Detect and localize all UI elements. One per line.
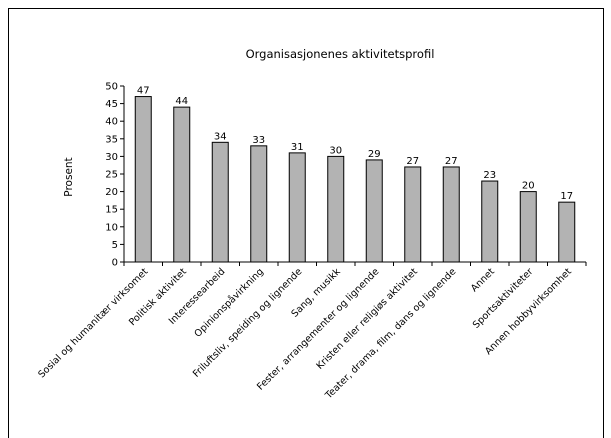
bar <box>288 152 306 263</box>
category-label: Annet <box>469 266 497 294</box>
axes: 0 5 10 15 20 25 30 35 40 45 50 <box>105 82 587 269</box>
data-label: 27 <box>445 156 458 167</box>
data-label: 47 <box>137 86 150 97</box>
y-tick-label: 25 <box>105 170 118 181</box>
y-tick-label: 35 <box>105 134 118 145</box>
y-tick-label: 50 <box>105 82 118 93</box>
y-tick-label: 30 <box>105 152 118 163</box>
data-label: 17 <box>560 191 573 202</box>
bar-chart: Organisasjonenes aktivitetsprofil Prosen… <box>36 47 587 402</box>
bar <box>134 96 152 263</box>
data-labels: 47 44 34 33 31 30 29 27 27 23 20 17 <box>137 86 573 203</box>
category-label: Opinionspåvirkning <box>191 265 266 340</box>
data-label: 34 <box>214 131 227 142</box>
bar <box>442 166 460 263</box>
bar <box>250 145 268 263</box>
y-tick-label: 0 <box>112 258 118 269</box>
data-label: 29 <box>368 149 381 160</box>
bar <box>365 159 383 263</box>
bar <box>558 201 576 263</box>
bar <box>173 106 191 263</box>
y-tick-label: 15 <box>105 205 118 216</box>
bar <box>519 191 537 263</box>
y-tick-label: 20 <box>105 187 118 198</box>
data-label: 30 <box>329 145 342 156</box>
y-tick-label: 40 <box>105 117 118 128</box>
bar <box>404 166 422 263</box>
bar <box>481 180 499 263</box>
bar <box>327 155 345 263</box>
bars <box>134 96 576 263</box>
data-label: 20 <box>522 181 535 192</box>
data-label: 23 <box>483 170 496 181</box>
data-label: 33 <box>252 135 265 146</box>
chart-frame <box>8 8 604 438</box>
bar <box>211 141 229 263</box>
y-tick-label: 10 <box>105 222 118 233</box>
y-axis-label: Prosent <box>63 157 75 196</box>
y-tick-label: 45 <box>105 99 118 110</box>
data-label: 44 <box>175 96 188 107</box>
y-tick-label: 5 <box>112 240 118 251</box>
chart-title: Organisasjonenes aktivitetsprofil <box>246 47 435 61</box>
data-label: 31 <box>291 142 304 153</box>
data-label: 27 <box>406 156 419 167</box>
